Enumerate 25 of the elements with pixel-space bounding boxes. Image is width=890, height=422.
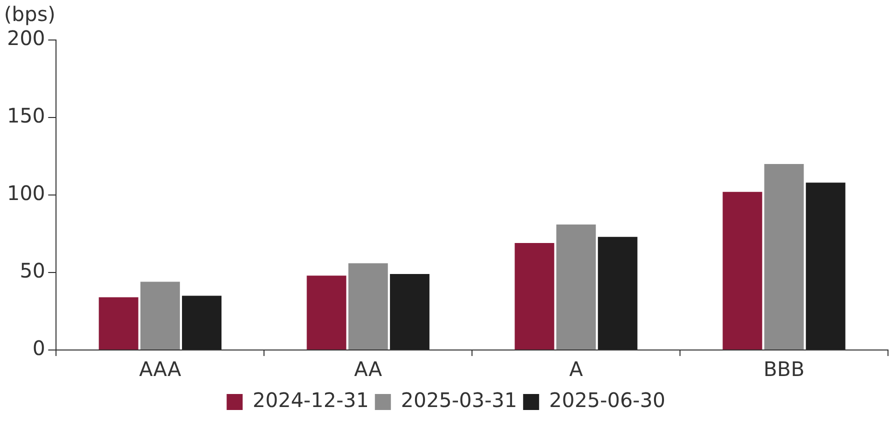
- legend-label: 2024-12-31: [252, 388, 369, 412]
- y-tick-label: 100: [6, 181, 46, 206]
- bar: [722, 192, 762, 350]
- bar: [556, 224, 596, 350]
- y-tick-label: 0: [32, 336, 46, 360]
- legend-label: 2025-03-31: [400, 388, 518, 412]
- bar: [140, 282, 180, 350]
- x-tick-label: AAA: [139, 357, 182, 382]
- x-tick-label: BBB: [763, 357, 805, 382]
- x-tick-label: A: [569, 357, 584, 382]
- y-tick-label: 200: [6, 26, 46, 50]
- y-axis-title: (bps): [4, 2, 56, 26]
- bar: [348, 263, 388, 350]
- legend-label: 2025-06-30: [549, 388, 666, 412]
- bar: [306, 276, 346, 350]
- bar: [806, 182, 846, 350]
- y-tick-label: 50: [20, 258, 46, 283]
- y-tick-label: 150: [6, 104, 46, 128]
- bar: [764, 164, 804, 350]
- bar: [514, 243, 554, 350]
- x-tick-label: AA: [354, 357, 382, 382]
- bar: [390, 274, 430, 350]
- bar: [598, 236, 638, 350]
- bar: [182, 296, 222, 350]
- bar: [98, 297, 138, 350]
